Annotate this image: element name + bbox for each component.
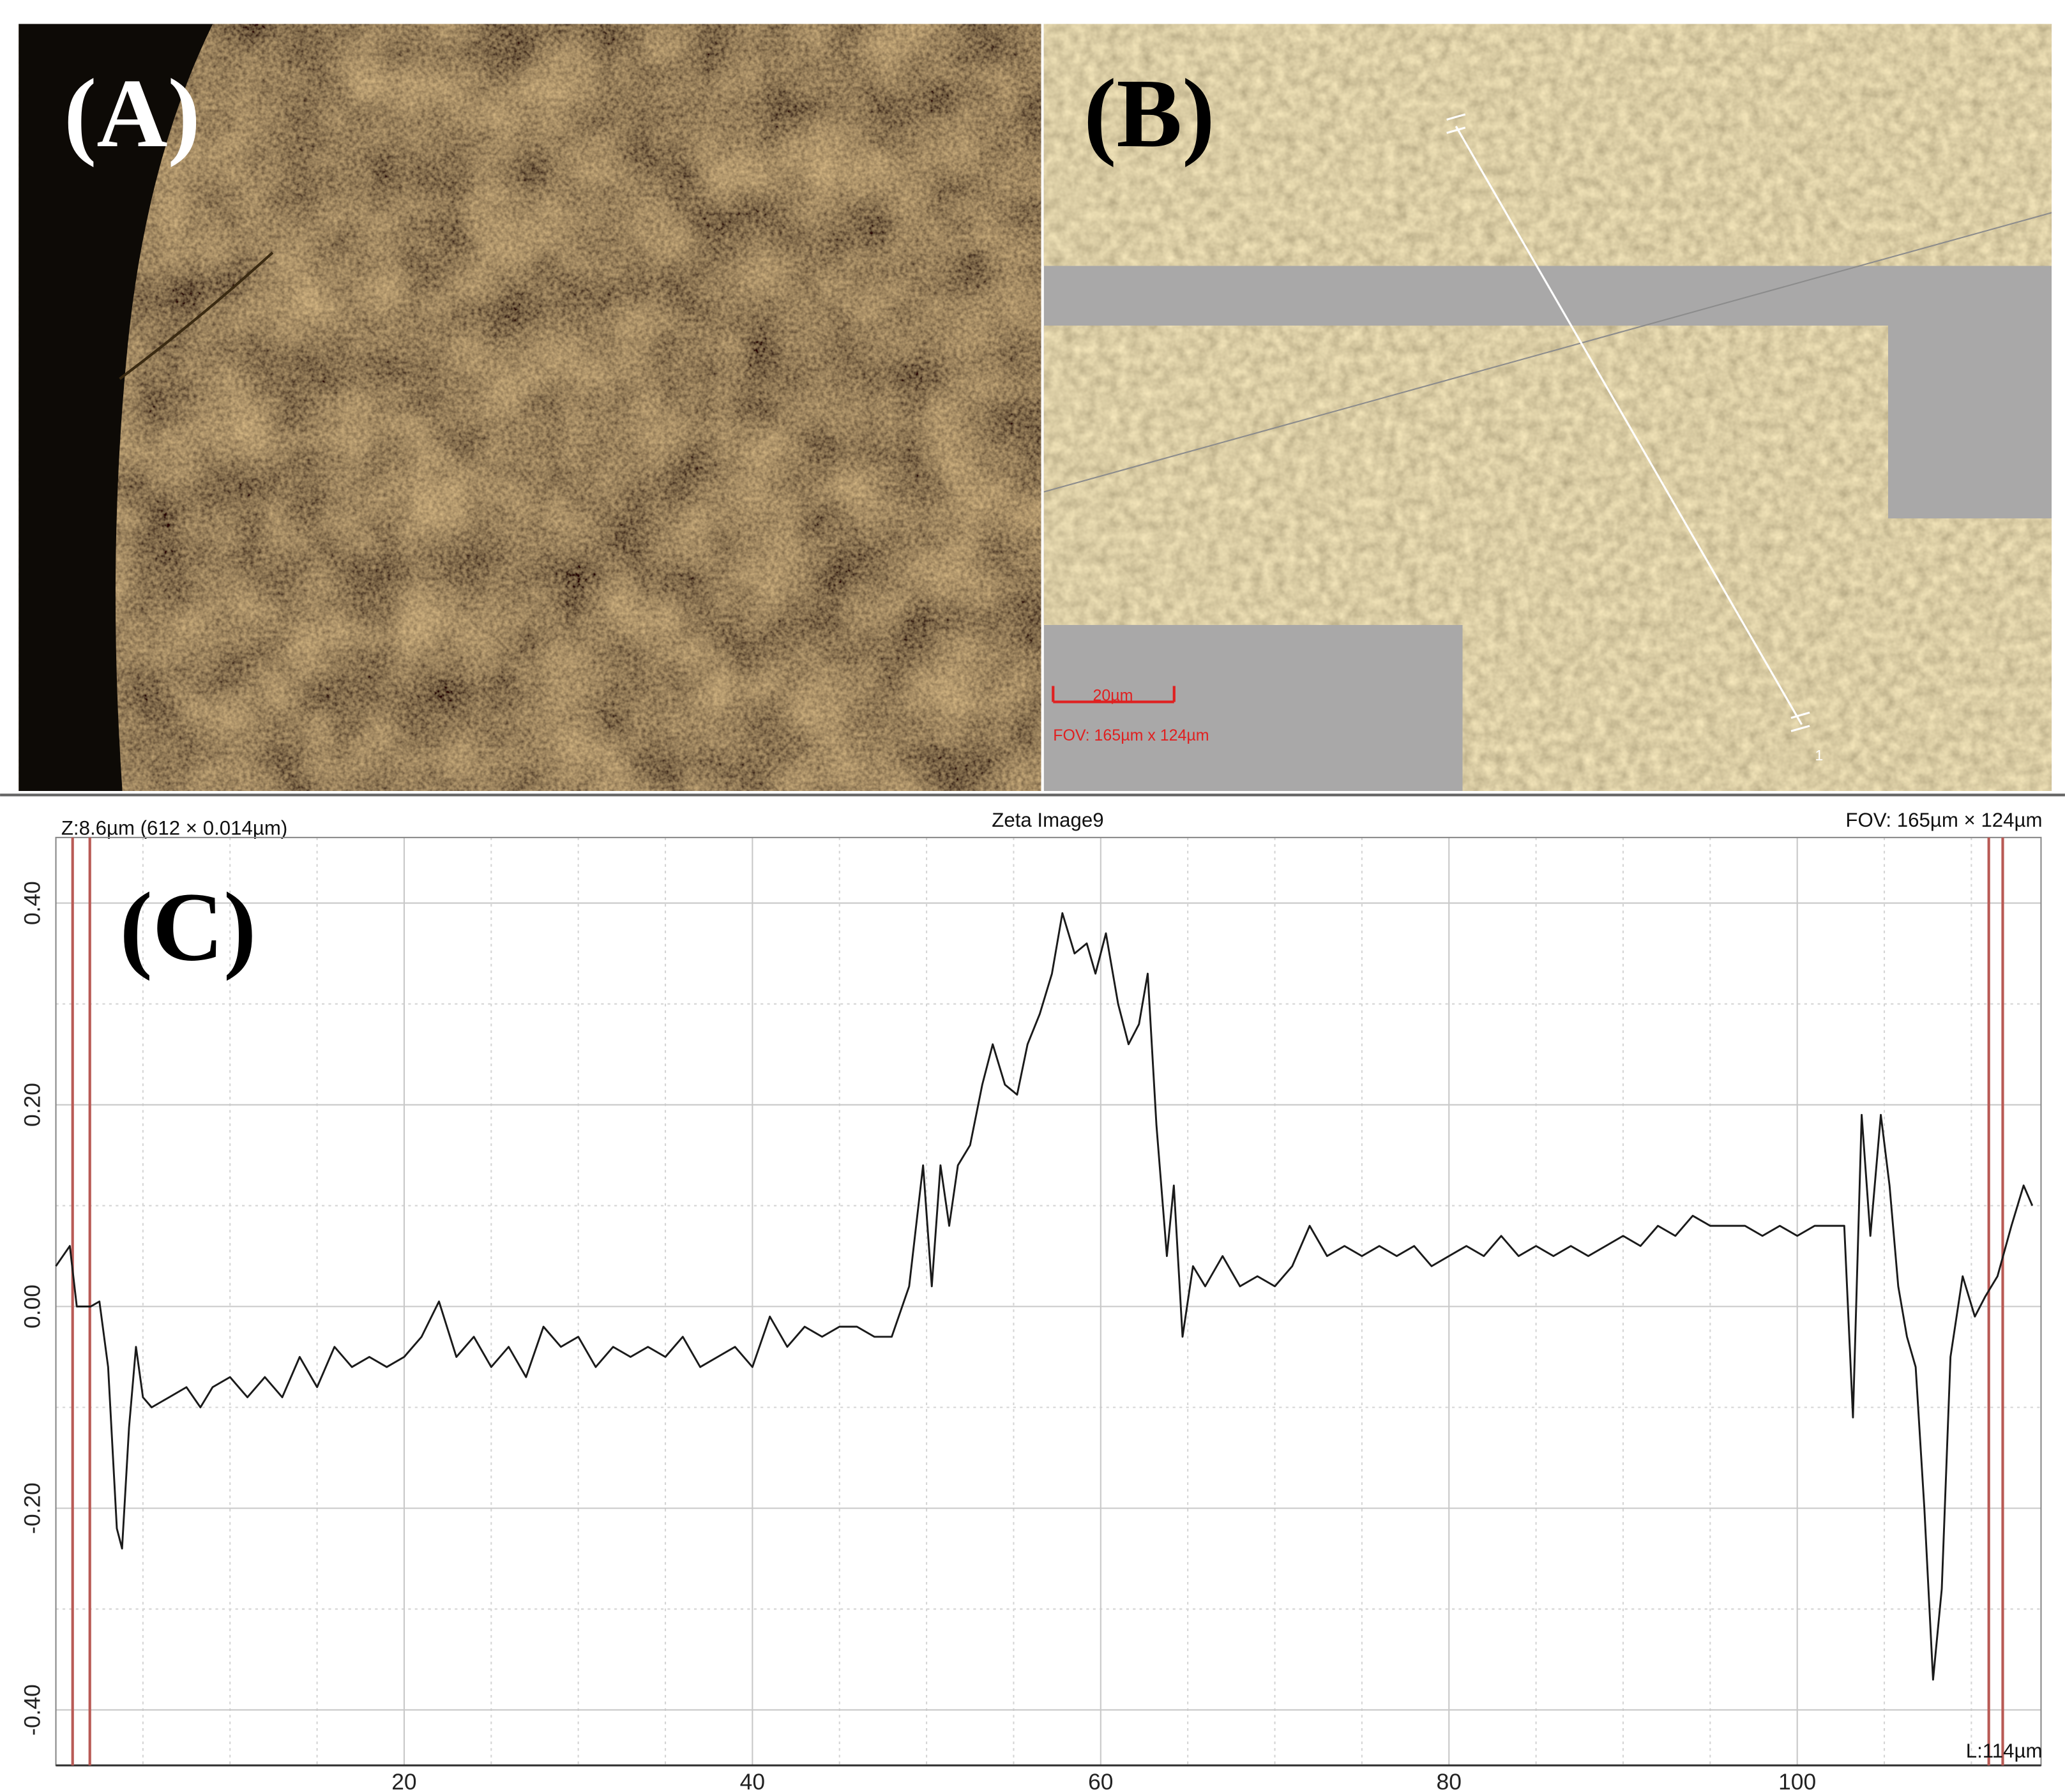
marker-label: 1 bbox=[1815, 747, 1823, 764]
x-tick-label: 100 bbox=[1778, 1770, 1816, 1792]
y-tick-label: -0.20 bbox=[20, 1482, 45, 1534]
chart-title: Zeta Image9 bbox=[992, 809, 1103, 831]
fov-label: FOV: 165µm x 124µm bbox=[1053, 727, 1209, 744]
y-tick-label: 0.40 bbox=[20, 881, 45, 925]
x-tick-label: 60 bbox=[1088, 1770, 1113, 1792]
y-tick-label: 0.00 bbox=[20, 1284, 45, 1329]
panel-label: (C) bbox=[119, 873, 256, 981]
header-right: FOV: 165µm × 124µm bbox=[1845, 809, 2042, 831]
length-label: L:114µm bbox=[1966, 1740, 2043, 1762]
micrograph-a bbox=[19, 24, 1041, 791]
header-left: Z:8.6µm (612 × 0.014µm) bbox=[61, 817, 287, 840]
y-tick-label: -0.40 bbox=[20, 1684, 45, 1736]
y-tick-label: 0.20 bbox=[20, 1083, 45, 1127]
panel-label: (A) bbox=[64, 59, 200, 168]
x-tick-label: 80 bbox=[1437, 1770, 1462, 1792]
scale-bar-label: 20µm bbox=[1093, 686, 1133, 704]
x-tick-label: 40 bbox=[740, 1770, 765, 1792]
panel-label: (B) bbox=[1084, 59, 1214, 168]
plot-area: 20 40 60 80 100 -0.40 -0.20 0.00 0.20 0.40 bbox=[20, 836, 2042, 1792]
x-tick-label: 20 bbox=[391, 1770, 416, 1792]
micrograph-b bbox=[1043, 24, 2052, 791]
profile-line bbox=[55, 912, 2034, 1681]
chart-background bbox=[0, 795, 2065, 1792]
